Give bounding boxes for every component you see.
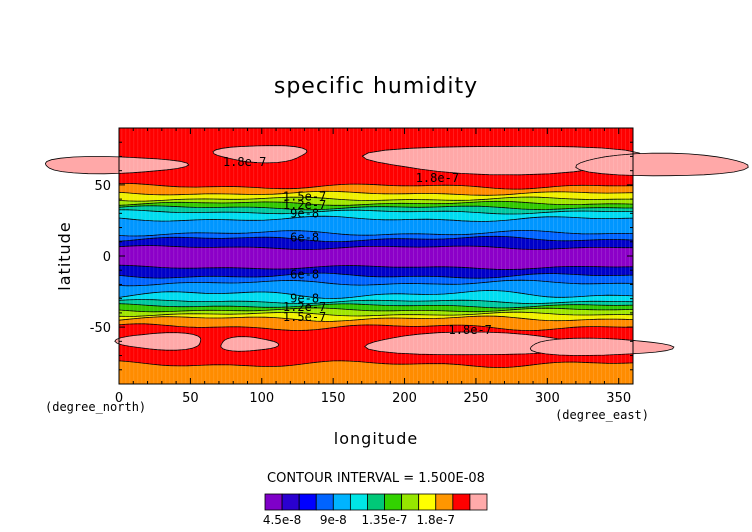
contour-band — [119, 312, 633, 322]
colorbar-swatch — [349, 493, 368, 511]
colorbar-swatch — [469, 493, 488, 511]
high-humidity-region — [212, 145, 308, 164]
colorbar-swatch — [281, 493, 300, 511]
axis-ticks: 0 50 100 150 200 250 300 350 -50 0 50 — [90, 128, 633, 406]
x-tick-label: 350 — [606, 391, 631, 406]
contour-band — [119, 290, 633, 304]
colorbar-swatch — [332, 493, 351, 511]
contour-line — [118, 205, 633, 211]
colorbar-tick-label: 9e-8 — [320, 513, 347, 527]
contour-band — [119, 236, 633, 250]
x-tick-label: 50 — [182, 391, 199, 406]
contour-line — [118, 307, 634, 313]
colorbar-swatch — [315, 493, 334, 511]
contour-line — [118, 215, 634, 222]
contour-label: 9e-8 — [290, 206, 319, 220]
contour-line — [118, 360, 634, 368]
contour-band — [119, 280, 633, 299]
colorbar — [264, 493, 488, 511]
contour-band — [119, 191, 633, 202]
contour-band — [119, 307, 633, 317]
contour-label: 9e-8 — [290, 292, 319, 306]
contour-label: 1.2e-7 — [283, 300, 326, 314]
colorbar-swatch — [418, 493, 437, 511]
contour-label: 6e-8 — [290, 267, 319, 281]
contour-label: 1.5e-7 — [283, 310, 326, 324]
contour-line — [118, 245, 633, 251]
colorbar-swatch — [298, 493, 317, 511]
contour-line — [118, 196, 633, 202]
x-tick-label: 300 — [535, 391, 560, 406]
y-tick-label: 0 — [103, 250, 111, 265]
contour-line — [118, 299, 634, 305]
colorbar-swatch — [401, 493, 420, 511]
colorbar-swatch — [452, 493, 471, 511]
y-tick-label: -50 — [90, 321, 111, 336]
colorbar-swatch — [367, 493, 385, 511]
colorbar-swatch — [435, 493, 454, 511]
chart-title: specific humidity — [274, 74, 478, 99]
contour-line-layer — [118, 183, 634, 368]
high-humidity-region — [220, 336, 280, 352]
contour-line — [118, 290, 634, 299]
contour-band — [119, 245, 633, 270]
contour-line — [118, 264, 634, 270]
grid-layer — [121, 128, 630, 384]
x-tick-label: 0 — [115, 391, 123, 406]
colorbar-tick-label: 1.35e-7 — [361, 513, 407, 527]
contour-label-layer: 1.8e-71.8e-71.5e-71.2e-79e-86e-86e-89e-8… — [223, 155, 492, 337]
contour-band — [119, 273, 633, 286]
contour-label: 1.8e-7 — [223, 155, 266, 169]
contour-fill-layer — [44, 128, 749, 384]
contour-label: 1.5e-7 — [283, 189, 326, 203]
contour-label: 1.8e-7 — [416, 171, 459, 185]
contour-label: 1.2e-7 — [283, 198, 326, 212]
high-humidity-region — [364, 331, 585, 356]
high-humidity-region — [361, 146, 644, 176]
colorbar-labels: 4.5e-8 9e-8 1.35e-7 1.8e-7 — [263, 513, 455, 527]
contour-line — [118, 323, 634, 332]
contour-band — [119, 303, 633, 312]
contour-line — [118, 311, 634, 317]
contour-line — [118, 183, 634, 190]
colorbar-swatch — [384, 493, 403, 511]
colorbar-swatch — [264, 493, 283, 511]
high-humidity-region — [575, 152, 749, 177]
contour-line — [118, 315, 634, 322]
contour-label: 6e-8 — [290, 231, 319, 245]
contour-line — [118, 235, 634, 242]
x-tick-label: 100 — [249, 391, 274, 406]
y-units-label: (degree_north) — [45, 400, 146, 414]
contour-line — [118, 303, 634, 309]
contour-line — [119, 209, 634, 215]
colorbar-tick-label: 1.8e-7 — [417, 513, 455, 527]
colorbar-tick-label: 4.5e-8 — [263, 513, 301, 527]
contour-line — [118, 279, 634, 287]
contour-line — [118, 200, 634, 206]
contour-label: 1.8e-7 — [449, 323, 492, 337]
y-tick-label: 50 — [94, 179, 111, 194]
high-humidity-region — [44, 156, 190, 175]
contour-band — [119, 183, 633, 196]
x-tick-label: 150 — [321, 391, 346, 406]
x-tick-label: 200 — [392, 391, 417, 406]
high-humidity-region — [114, 332, 202, 351]
contour-band — [119, 197, 633, 206]
contour-line — [118, 190, 634, 196]
x-units-label: (degree_east) — [555, 408, 649, 422]
x-axis-label: longitude — [334, 429, 418, 448]
contour-interval-text: CONTOUR INTERVAL = 1.500E-08 — [267, 471, 485, 486]
contour-line — [118, 230, 634, 237]
contour-line — [118, 272, 634, 279]
y-axis-label: latitude — [55, 221, 74, 290]
high-humidity-region — [529, 337, 675, 356]
contour-band — [119, 360, 633, 384]
x-tick-label: 250 — [464, 391, 489, 406]
